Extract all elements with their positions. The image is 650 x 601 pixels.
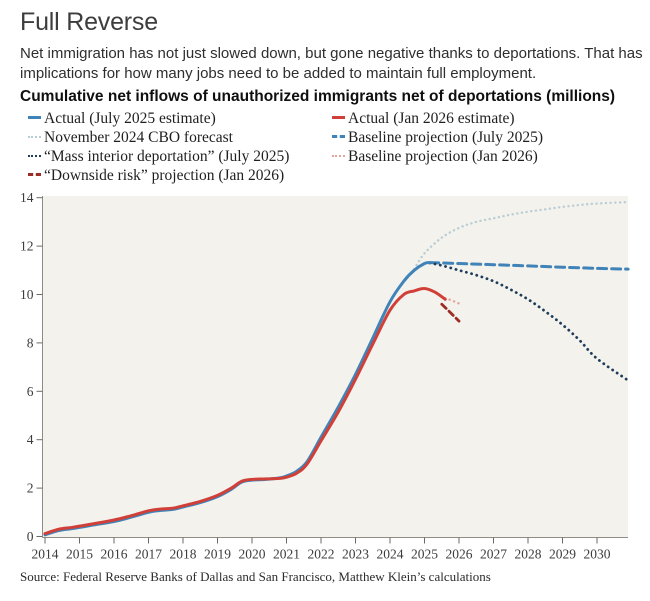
legend-item-label: Baseline projection (Jan 2026) (348, 148, 538, 165)
legend-marker-icon (332, 135, 345, 138)
y-tick-label: 4 (27, 432, 34, 447)
y-tick-label: 12 (20, 239, 34, 254)
legend-column-left: Actual (July 2025 estimate) November 2024… (28, 109, 332, 185)
x-tick-label: 2028 (515, 547, 542, 562)
page-title: Full Reverse (20, 8, 158, 36)
x-tick-label: 2030 (584, 547, 611, 562)
legend-item-downside_jan2026: “Downside risk” projection (Jan 2026) (28, 166, 332, 185)
subtitle: Net immigration has not just slowed down… (20, 45, 643, 82)
legend-item-baseline_jul2025: Baseline projection (July 2025) (332, 128, 543, 147)
legend-marker-icon (332, 155, 345, 157)
legend-marker-icon (332, 116, 345, 119)
x-tick-label: 2017 (135, 547, 162, 562)
legend-item-actual_jan2026: Actual (Jan 2026 estimate) (332, 109, 543, 128)
legend-marker-icon (28, 136, 41, 138)
legend-item-mass_deportation_jul2025: “Mass interior deportation” (July 2025) (28, 147, 332, 166)
x-tick-label: 2027 (480, 547, 507, 562)
legend-item-label: Baseline projection (July 2025) (348, 129, 543, 146)
series-downside_jan2026 (440, 302, 461, 323)
series-actual_jan2026 (43, 286, 447, 536)
legend-column-right: Actual (Jan 2026 estimate) Baseline proje… (332, 109, 543, 185)
x-tick-label: 2024 (377, 547, 404, 562)
y-tick-label: 8 (27, 335, 34, 350)
x-tick-label: 2026 (446, 547, 473, 562)
legend-item-cbo_nov2024: November 2024 CBO forecast (28, 128, 332, 147)
legend-item-label: November 2024 CBO forecast (44, 129, 233, 146)
series-cbo_nov2024 (413, 200, 630, 271)
x-tick-label: 2021 (273, 547, 300, 562)
series-mass_deportation_jul2025 (428, 261, 630, 382)
legend-marker-icon (28, 155, 41, 157)
plot-area (42, 196, 628, 538)
y-tick-label: 2 (27, 481, 34, 496)
x-tick-label: 2014 (32, 547, 59, 562)
y-tick-label: 0 (27, 529, 34, 544)
x-tick-label: 2015 (66, 547, 93, 562)
legend-item-actual_jul2025: Actual (July 2025 estimate) (28, 109, 332, 128)
legend-item-label: “Mass interior deportation” (July 2025) (44, 148, 290, 165)
legend: Actual (July 2025 estimate) November 2024… (28, 109, 638, 185)
series-baseline_jan2026 (444, 296, 462, 306)
legend-item-label: Actual (July 2025 estimate) (44, 110, 216, 127)
y-tick-label: 10 (20, 287, 34, 302)
chart-title: Cumulative net inflows of unauthorized i… (20, 88, 616, 105)
legend-marker-icon (28, 116, 41, 119)
y-tick-label: 14 (20, 190, 34, 205)
x-tick-label: 2016 (101, 547, 128, 562)
y-tick-label: 6 (27, 384, 34, 399)
x-tick-label: 2022 (308, 547, 335, 562)
x-tick-label: 2025 (411, 547, 438, 562)
legend-item-baseline_jan2026: Baseline projection (Jan 2026) (332, 147, 543, 166)
x-tick-label: 2018 (170, 547, 197, 562)
x-tick-label: 2020 (239, 547, 266, 562)
series-baseline_jul2025 (428, 261, 630, 271)
legend-item-label: “Downside risk” projection (Jan 2026) (44, 167, 285, 184)
source-note: Source: Federal Reserve Banks of Dallas … (20, 569, 491, 584)
header: Full Reverse Net immigration has not jus… (20, 6, 645, 106)
legend-item-label: Actual (Jan 2026 estimate) (348, 110, 515, 127)
x-tick-label: 2029 (549, 547, 576, 562)
x-tick-label: 2019 (204, 547, 231, 562)
x-tick-label: 2023 (342, 547, 369, 562)
legend-marker-icon (28, 173, 41, 176)
